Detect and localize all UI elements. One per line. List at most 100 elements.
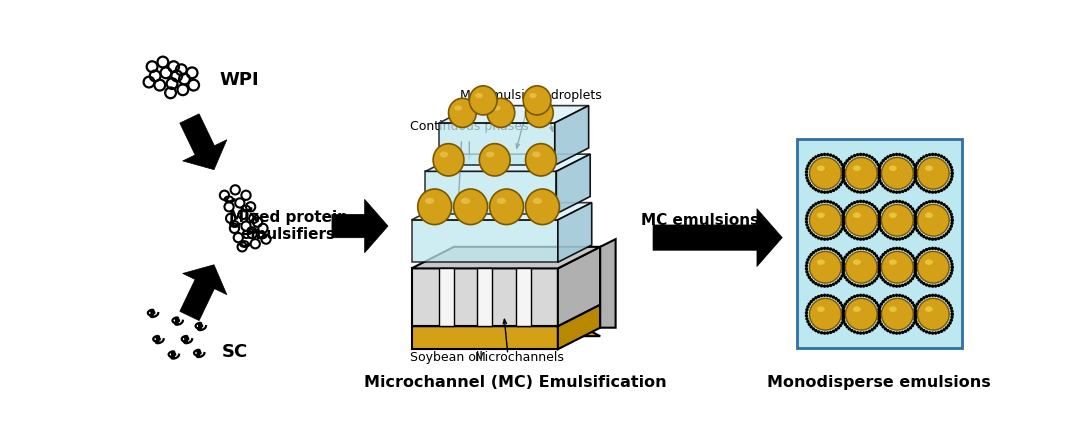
Circle shape (898, 200, 901, 203)
Circle shape (868, 154, 872, 158)
Circle shape (865, 200, 868, 204)
Ellipse shape (889, 306, 896, 312)
Circle shape (841, 224, 846, 228)
Circle shape (914, 165, 917, 169)
Circle shape (914, 307, 917, 310)
Circle shape (908, 252, 912, 255)
Ellipse shape (475, 93, 482, 98)
Circle shape (839, 183, 842, 187)
Ellipse shape (853, 165, 861, 171)
Circle shape (812, 298, 815, 301)
Ellipse shape (532, 151, 541, 158)
Ellipse shape (486, 151, 494, 158)
Ellipse shape (889, 165, 896, 171)
Circle shape (889, 236, 892, 240)
Circle shape (853, 189, 856, 193)
Circle shape (842, 315, 846, 319)
Circle shape (889, 248, 892, 251)
Circle shape (919, 298, 924, 301)
Circle shape (914, 169, 918, 172)
Circle shape (892, 200, 895, 203)
Circle shape (889, 330, 892, 334)
Circle shape (873, 185, 876, 189)
Polygon shape (558, 203, 592, 262)
Ellipse shape (469, 86, 498, 115)
Circle shape (839, 207, 842, 211)
Circle shape (841, 308, 844, 312)
Circle shape (835, 234, 838, 238)
Polygon shape (555, 106, 589, 165)
Circle shape (914, 315, 918, 319)
Circle shape (948, 227, 952, 231)
Circle shape (823, 284, 826, 288)
Circle shape (808, 161, 811, 165)
Circle shape (889, 154, 892, 158)
Circle shape (928, 247, 931, 250)
Circle shape (925, 330, 928, 334)
Circle shape (913, 220, 916, 224)
Circle shape (843, 161, 847, 165)
Circle shape (870, 187, 874, 191)
Circle shape (919, 327, 924, 330)
Circle shape (922, 155, 926, 158)
Circle shape (878, 271, 881, 275)
Circle shape (928, 237, 931, 241)
Circle shape (826, 247, 829, 250)
Circle shape (846, 325, 849, 328)
Circle shape (841, 270, 844, 274)
Circle shape (916, 182, 919, 185)
Circle shape (877, 214, 880, 217)
Circle shape (901, 284, 904, 287)
Circle shape (814, 188, 817, 191)
Circle shape (917, 300, 921, 303)
Circle shape (908, 205, 912, 208)
Circle shape (853, 283, 856, 286)
Polygon shape (439, 123, 555, 165)
Circle shape (878, 179, 881, 183)
Circle shape (901, 247, 904, 251)
Circle shape (892, 237, 895, 241)
Circle shape (940, 202, 943, 205)
Circle shape (826, 284, 829, 288)
Circle shape (837, 158, 840, 161)
Circle shape (914, 211, 918, 215)
Circle shape (839, 230, 842, 233)
Ellipse shape (889, 213, 896, 218)
Circle shape (839, 324, 842, 327)
Ellipse shape (479, 143, 511, 176)
Circle shape (946, 160, 951, 164)
Circle shape (883, 327, 887, 330)
Circle shape (908, 158, 912, 161)
Circle shape (878, 312, 882, 316)
Circle shape (881, 253, 885, 257)
Ellipse shape (817, 213, 825, 218)
Circle shape (951, 175, 954, 178)
Circle shape (914, 175, 918, 178)
Circle shape (916, 276, 919, 279)
Circle shape (873, 205, 876, 208)
Ellipse shape (846, 158, 877, 189)
Circle shape (841, 307, 846, 310)
Circle shape (898, 153, 901, 156)
Circle shape (922, 282, 926, 285)
Circle shape (835, 187, 838, 191)
Circle shape (914, 222, 918, 225)
Ellipse shape (889, 260, 896, 265)
Circle shape (877, 308, 880, 312)
Circle shape (913, 267, 916, 271)
Circle shape (883, 298, 887, 301)
Circle shape (853, 330, 856, 334)
Circle shape (916, 161, 919, 165)
Circle shape (848, 251, 851, 254)
Circle shape (806, 179, 810, 183)
Circle shape (840, 257, 843, 260)
Circle shape (823, 153, 826, 156)
Circle shape (913, 223, 917, 227)
Circle shape (808, 302, 811, 306)
Circle shape (922, 249, 926, 253)
Circle shape (915, 312, 918, 316)
Circle shape (922, 329, 926, 332)
Circle shape (820, 200, 823, 203)
Circle shape (817, 248, 821, 251)
Circle shape (870, 281, 874, 285)
